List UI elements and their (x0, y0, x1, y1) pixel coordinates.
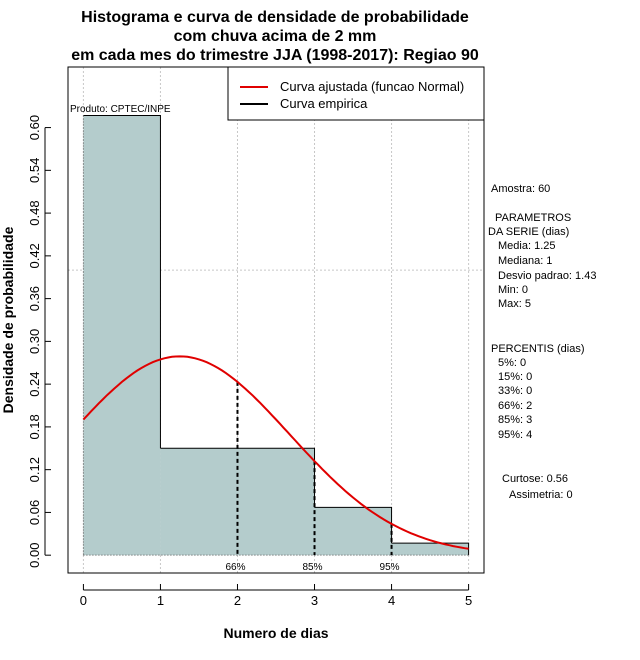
stat-p5: 5%: 0 (498, 357, 526, 369)
stat-amostra: Amostra: 60 (491, 183, 550, 195)
stats-panel: Amostra: 60 PARAMETROS DA SERIE (dias) M… (488, 183, 596, 501)
x-tick-label-0: 0 (80, 593, 87, 608)
stat-max: Max: 5 (498, 298, 531, 310)
curve-layer (82, 355, 469, 550)
percentile-label-1: 85% (303, 562, 323, 573)
axes-layer: 0.00 0.06 0.12 0.18 0.24 0.30 0.36 0.42 0.48 0.54… (27, 115, 472, 608)
bar-2 (237, 448, 315, 556)
stat-assimetria: Assimetria: 0 (509, 489, 573, 501)
percentile-lines-layer: 66% 85% 95% (225, 381, 400, 573)
bar-0 (83, 115, 161, 556)
chart-title-line-3: em cada mes do trimestre JJA (1998-2017)… (71, 47, 479, 64)
x-tick-label-2: 2 (234, 593, 241, 608)
y-tick-label-4: 0.24 (27, 371, 42, 396)
stat-p33: 33%: 0 (498, 385, 532, 397)
stat-mediana: Mediana: 1 (498, 255, 552, 267)
x-tick-label-3: 3 (311, 593, 318, 608)
y-tick-label-1: 0.06 (27, 500, 42, 525)
x-tick-label-1: 1 (157, 593, 164, 608)
stat-curtose: Curtose: 0.56 (502, 473, 568, 485)
legend-label-fitted: Curva ajustada (funcao Normal) (280, 79, 464, 94)
stat-params-title-2: DA SERIE (dias) (488, 226, 569, 238)
y-tick-label-6: 0.36 (27, 286, 42, 311)
x-tick-label-4: 4 (388, 593, 395, 608)
stat-p95: 95%: 4 (498, 429, 532, 441)
y-tick-label-3: 0.18 (27, 414, 42, 439)
bar-3 (314, 507, 392, 556)
legend-label-empirical: Curva empirica (280, 96, 368, 111)
y-tick-label-8: 0.48 (27, 200, 42, 225)
stat-p85: 85%: 3 (498, 414, 532, 426)
normal-fit-curve (82, 355, 469, 550)
y-tick-label-10: 0.60 (27, 115, 42, 140)
stat-params-title-1: PARAMETROS (495, 212, 571, 224)
stat-p66: 66%: 2 (498, 400, 532, 412)
legend: Curva ajustada (funcao Normal) Curva emp… (227, 66, 485, 121)
bar-outline-2 (237, 447, 316, 508)
stat-media: Media: 1.25 (498, 240, 555, 252)
y-tick-label-5: 0.30 (27, 329, 42, 354)
y-tick-label-0: 0.00 (27, 543, 42, 568)
producer-label: Produto: CPTEC/INPE (70, 104, 171, 115)
percentile-label-2: 95% (380, 562, 400, 573)
y-tick-label-9: 0.54 (27, 158, 42, 183)
stat-desvio: Desvio padrao: 1.43 (498, 270, 596, 282)
stat-p15: 15%: 0 (498, 371, 532, 383)
chart-title-line-1: Histograma e curva de densidade de proba… (81, 9, 469, 26)
bar-outline-4 (391, 542, 470, 556)
x-axis-title: Numero de dias (223, 625, 328, 641)
bar-4 (391, 543, 469, 556)
bar-outline-0 (83, 114, 161, 449)
y-tick-label-2: 0.12 (27, 457, 42, 482)
x-tick-label-5: 5 (465, 593, 472, 608)
legend-box (227, 66, 485, 121)
percentile-label-0: 66% (225, 562, 245, 573)
bars-layer (82, 114, 470, 556)
stat-percentis-title: PERCENTIS (dias) (491, 343, 585, 355)
stat-min: Min: 0 (498, 284, 528, 296)
bar-1 (160, 448, 238, 556)
y-axis-title: Densidade de probabilidade (0, 226, 16, 413)
y-tick-label-7: 0.42 (27, 243, 42, 268)
chart-title-line-2: com chuva acima de 2 mm (174, 28, 377, 45)
